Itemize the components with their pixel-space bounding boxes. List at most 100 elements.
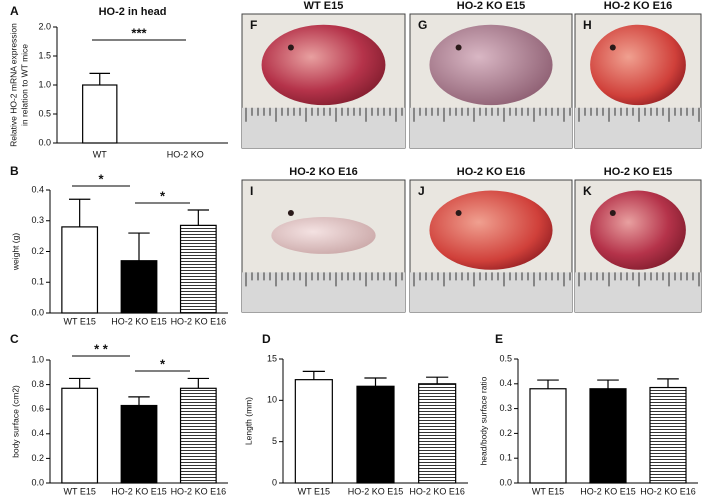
y-tick-label: 0.0 (31, 307, 44, 317)
y-tick-label: 0.2 (499, 428, 512, 438)
y-axis-label: Relative HO-2 mRNA expression (8, 23, 18, 147)
y-tick-label: 0.1 (499, 453, 512, 463)
photo-title: WT E15 (304, 0, 344, 12)
chart-title: HO-2 in head (99, 6, 167, 18)
y-tick-label: 2.0 (38, 21, 51, 31)
y-tick-label: 0.0 (31, 477, 44, 487)
y-tick-label: 0 (272, 477, 277, 487)
bar (529, 388, 567, 484)
y-tick-label: 5 (272, 436, 277, 446)
bar (649, 386, 687, 484)
error-bar (128, 232, 150, 261)
photo-letter: G (418, 18, 427, 32)
photo-title: HO-2 KO E16 (604, 0, 672, 12)
ruler (410, 272, 572, 312)
photo-letter: F (250, 18, 257, 32)
significance-label: * (160, 356, 166, 371)
x-tick-label: HO-2 KO E15 (348, 486, 404, 496)
x-tick-label: WT (93, 149, 107, 159)
photo-title: HO-2 KO E15 (604, 166, 672, 178)
bar (418, 383, 457, 484)
significance-label: * (98, 171, 104, 186)
y-tick-label: 0.5 (38, 108, 51, 118)
y-axis-label: head/body surface ratio (478, 376, 488, 465)
y-axis-label: in relation to WT mice (19, 44, 29, 126)
bar (61, 387, 99, 484)
photo-letter: I (250, 184, 253, 198)
y-tick-label: 0.2 (31, 453, 44, 463)
error-bar (68, 198, 91, 227)
y-tick-label: 0.0 (499, 477, 512, 487)
bar (179, 387, 217, 484)
embryo-eye (287, 44, 294, 51)
y-tick-label: 1.5 (38, 50, 51, 60)
y-tick-label: 15 (267, 353, 277, 363)
embryo (261, 24, 386, 106)
embryo (590, 24, 686, 106)
bar (120, 260, 158, 314)
y-tick-label: 0.8 (31, 379, 44, 389)
significance-label: *** (131, 25, 147, 40)
ruler (575, 272, 701, 312)
embryo-eye (287, 210, 294, 216)
photo-title: HO-2 KO E16 (289, 166, 357, 178)
panel-letter: C (10, 332, 19, 346)
significance-label: * (160, 188, 166, 203)
x-tick-label: HO-2 KO (167, 149, 204, 159)
error-bar (537, 379, 559, 389)
x-tick-label: HO-2 KO E16 (409, 486, 465, 496)
y-tick-label: 0.6 (31, 404, 44, 414)
x-tick-label: WT E15 (532, 486, 564, 496)
x-tick-label: HO-2 KO E15 (111, 486, 167, 496)
x-tick-label: HO-2 KO E15 (580, 486, 636, 496)
x-tick-label: WT E15 (63, 316, 95, 326)
y-tick-label: 0.0 (38, 137, 51, 147)
embryo-eye (455, 44, 462, 51)
photo-letter: J (418, 184, 425, 198)
error-bar (426, 376, 449, 384)
panel-letter: A (10, 4, 19, 18)
bar (82, 84, 118, 144)
y-axis-label: body surface (cm2) (10, 385, 20, 458)
error-bar (68, 377, 91, 389)
x-tick-label: WT E15 (63, 486, 95, 496)
bar (120, 404, 158, 484)
error-bar (364, 377, 387, 387)
embryo (590, 190, 686, 270)
ruler (410, 107, 572, 148)
y-tick-label: 1.0 (38, 79, 51, 89)
x-tick-label: HO-2 KO E15 (111, 316, 167, 326)
photo-letter: K (583, 184, 592, 198)
y-tick-label: 0.3 (31, 215, 44, 225)
error-bar (597, 379, 619, 389)
x-tick-label: HO-2 KO E16 (171, 316, 227, 326)
y-tick-label: 0.4 (31, 184, 44, 194)
photo-title: HO-2 KO E16 (457, 166, 525, 178)
panel-letter: E (495, 332, 503, 346)
embryo (429, 190, 553, 270)
x-tick-label: HO-2 KO E16 (171, 486, 227, 496)
bar (61, 226, 99, 314)
x-tick-label: HO-2 KO E16 (640, 486, 696, 496)
x-tick-label: WT E15 (298, 486, 330, 496)
y-tick-label: 0.3 (499, 403, 512, 413)
photo-title: HO-2 KO E15 (457, 0, 525, 12)
error-bar (187, 209, 210, 226)
y-axis-label: weight (g) (10, 233, 20, 271)
embryo-eye (455, 210, 462, 216)
y-tick-label: 0.4 (499, 378, 512, 388)
error-bar (89, 72, 111, 85)
y-axis-label: Length (mm) (243, 397, 253, 445)
y-tick-label: 10 (267, 395, 277, 405)
embryo-eye (609, 210, 616, 216)
y-tick-label: 0.4 (31, 428, 44, 438)
bar (179, 224, 217, 314)
ruler (575, 107, 701, 148)
y-tick-label: 0.2 (31, 246, 44, 256)
panel-letter: B (10, 164, 19, 178)
embryo-eye (609, 44, 616, 51)
y-tick-label: 0.5 (499, 353, 512, 363)
bar (589, 388, 627, 484)
y-tick-label: 1.0 (31, 354, 44, 364)
